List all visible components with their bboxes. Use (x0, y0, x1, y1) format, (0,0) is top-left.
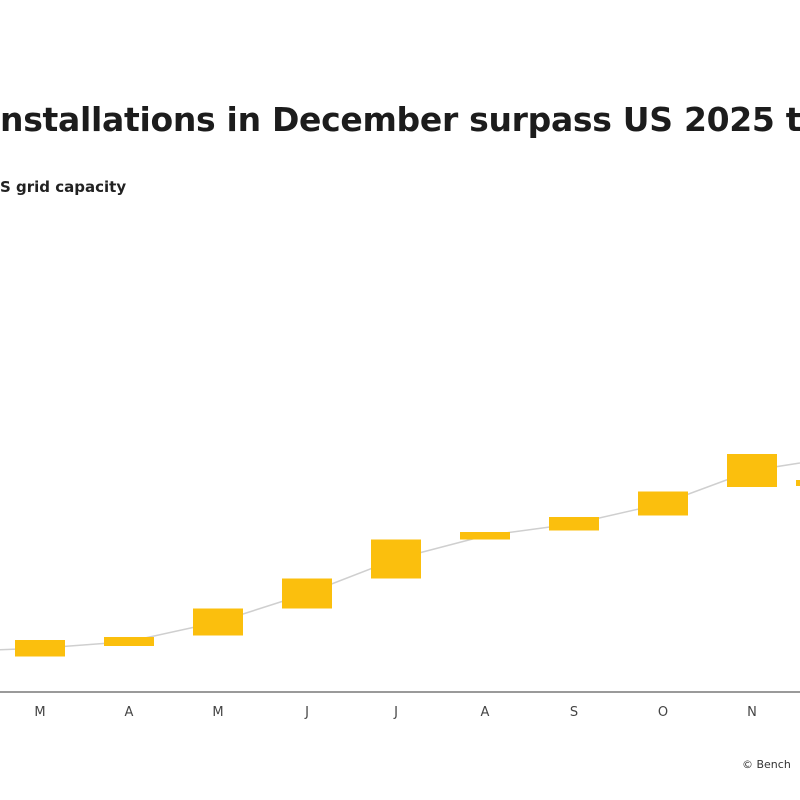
x-tick-label-3: J (304, 705, 309, 720)
bar-8 (727, 454, 777, 487)
bar-4 (371, 539, 421, 579)
x-tick-label-8: N (747, 705, 757, 720)
chart-subtitle: S grid capacity (0, 178, 127, 196)
source-credit: © Bench (742, 758, 791, 771)
bar-1 (104, 637, 154, 646)
x-tick-label-2: M (212, 705, 223, 720)
bar-5 (460, 532, 510, 540)
x-tick-label-6: S (570, 705, 578, 720)
x-tick-label-7: O (658, 705, 668, 720)
bar-cut-off-edge (796, 480, 800, 486)
x-tick-label-0: M (34, 705, 45, 720)
bar-2 (193, 608, 243, 636)
bar-3 (282, 578, 332, 609)
x-tick-label-1: A (125, 705, 134, 720)
chart-title: nstallations in December surpass US 2025… (0, 100, 800, 139)
bar-6 (549, 517, 599, 531)
bars (15, 454, 800, 657)
bar-7 (638, 491, 688, 516)
x-tick-label-4: J (393, 705, 398, 720)
x-tick-label-5: A (481, 705, 490, 720)
bar-0 (15, 640, 65, 657)
